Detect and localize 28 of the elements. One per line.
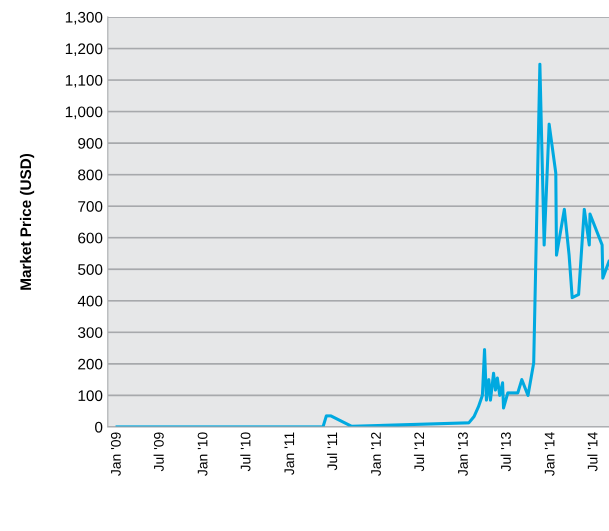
y-tick-label: 200 [78,358,102,370]
y-tick-label: 800 [78,170,102,180]
y-tick-label: 900 [78,138,102,149]
x-tick-label: Jan '10 [198,432,208,476]
y-tick-label: 0 [95,422,102,433]
x-tick-label: Jul '12 [414,432,424,472]
x-tick-label: Jul '13 [500,432,511,472]
y-tick-label: 1,200 [66,43,102,56]
line-series [116,62,609,427]
x-tick-label: Jan '13 [458,432,468,476]
x-tick-label: Jan '12 [371,432,381,476]
x-tick-label: Jul '11 [326,432,338,470]
x-tick-label: Jan '11 [284,432,294,475]
x-tick-label: Jan '14 [544,432,555,476]
x-tick-label: Jan '09 [110,432,121,476]
x-tick-label: Jul '09 [154,432,164,472]
x-tick-label: Jul '10 [240,432,250,472]
y-tick-label: 500 [78,264,102,275]
y-tick-label: 400 [78,296,102,306]
y-tick-label: 1,100 [66,74,102,88]
y-tick-label: 1,300 [66,12,102,24]
x-tick-label: Jul '14 [587,432,598,472]
y-tick-label: 300 [78,327,102,338]
y-tick-label: 1,000 [66,106,102,120]
y-tick-label: 600 [78,232,102,244]
y-tick-label: 700 [78,201,102,212]
y-axis-title: Market Price (USD) [20,154,34,290]
y-tick-label: 100 [78,390,102,402]
